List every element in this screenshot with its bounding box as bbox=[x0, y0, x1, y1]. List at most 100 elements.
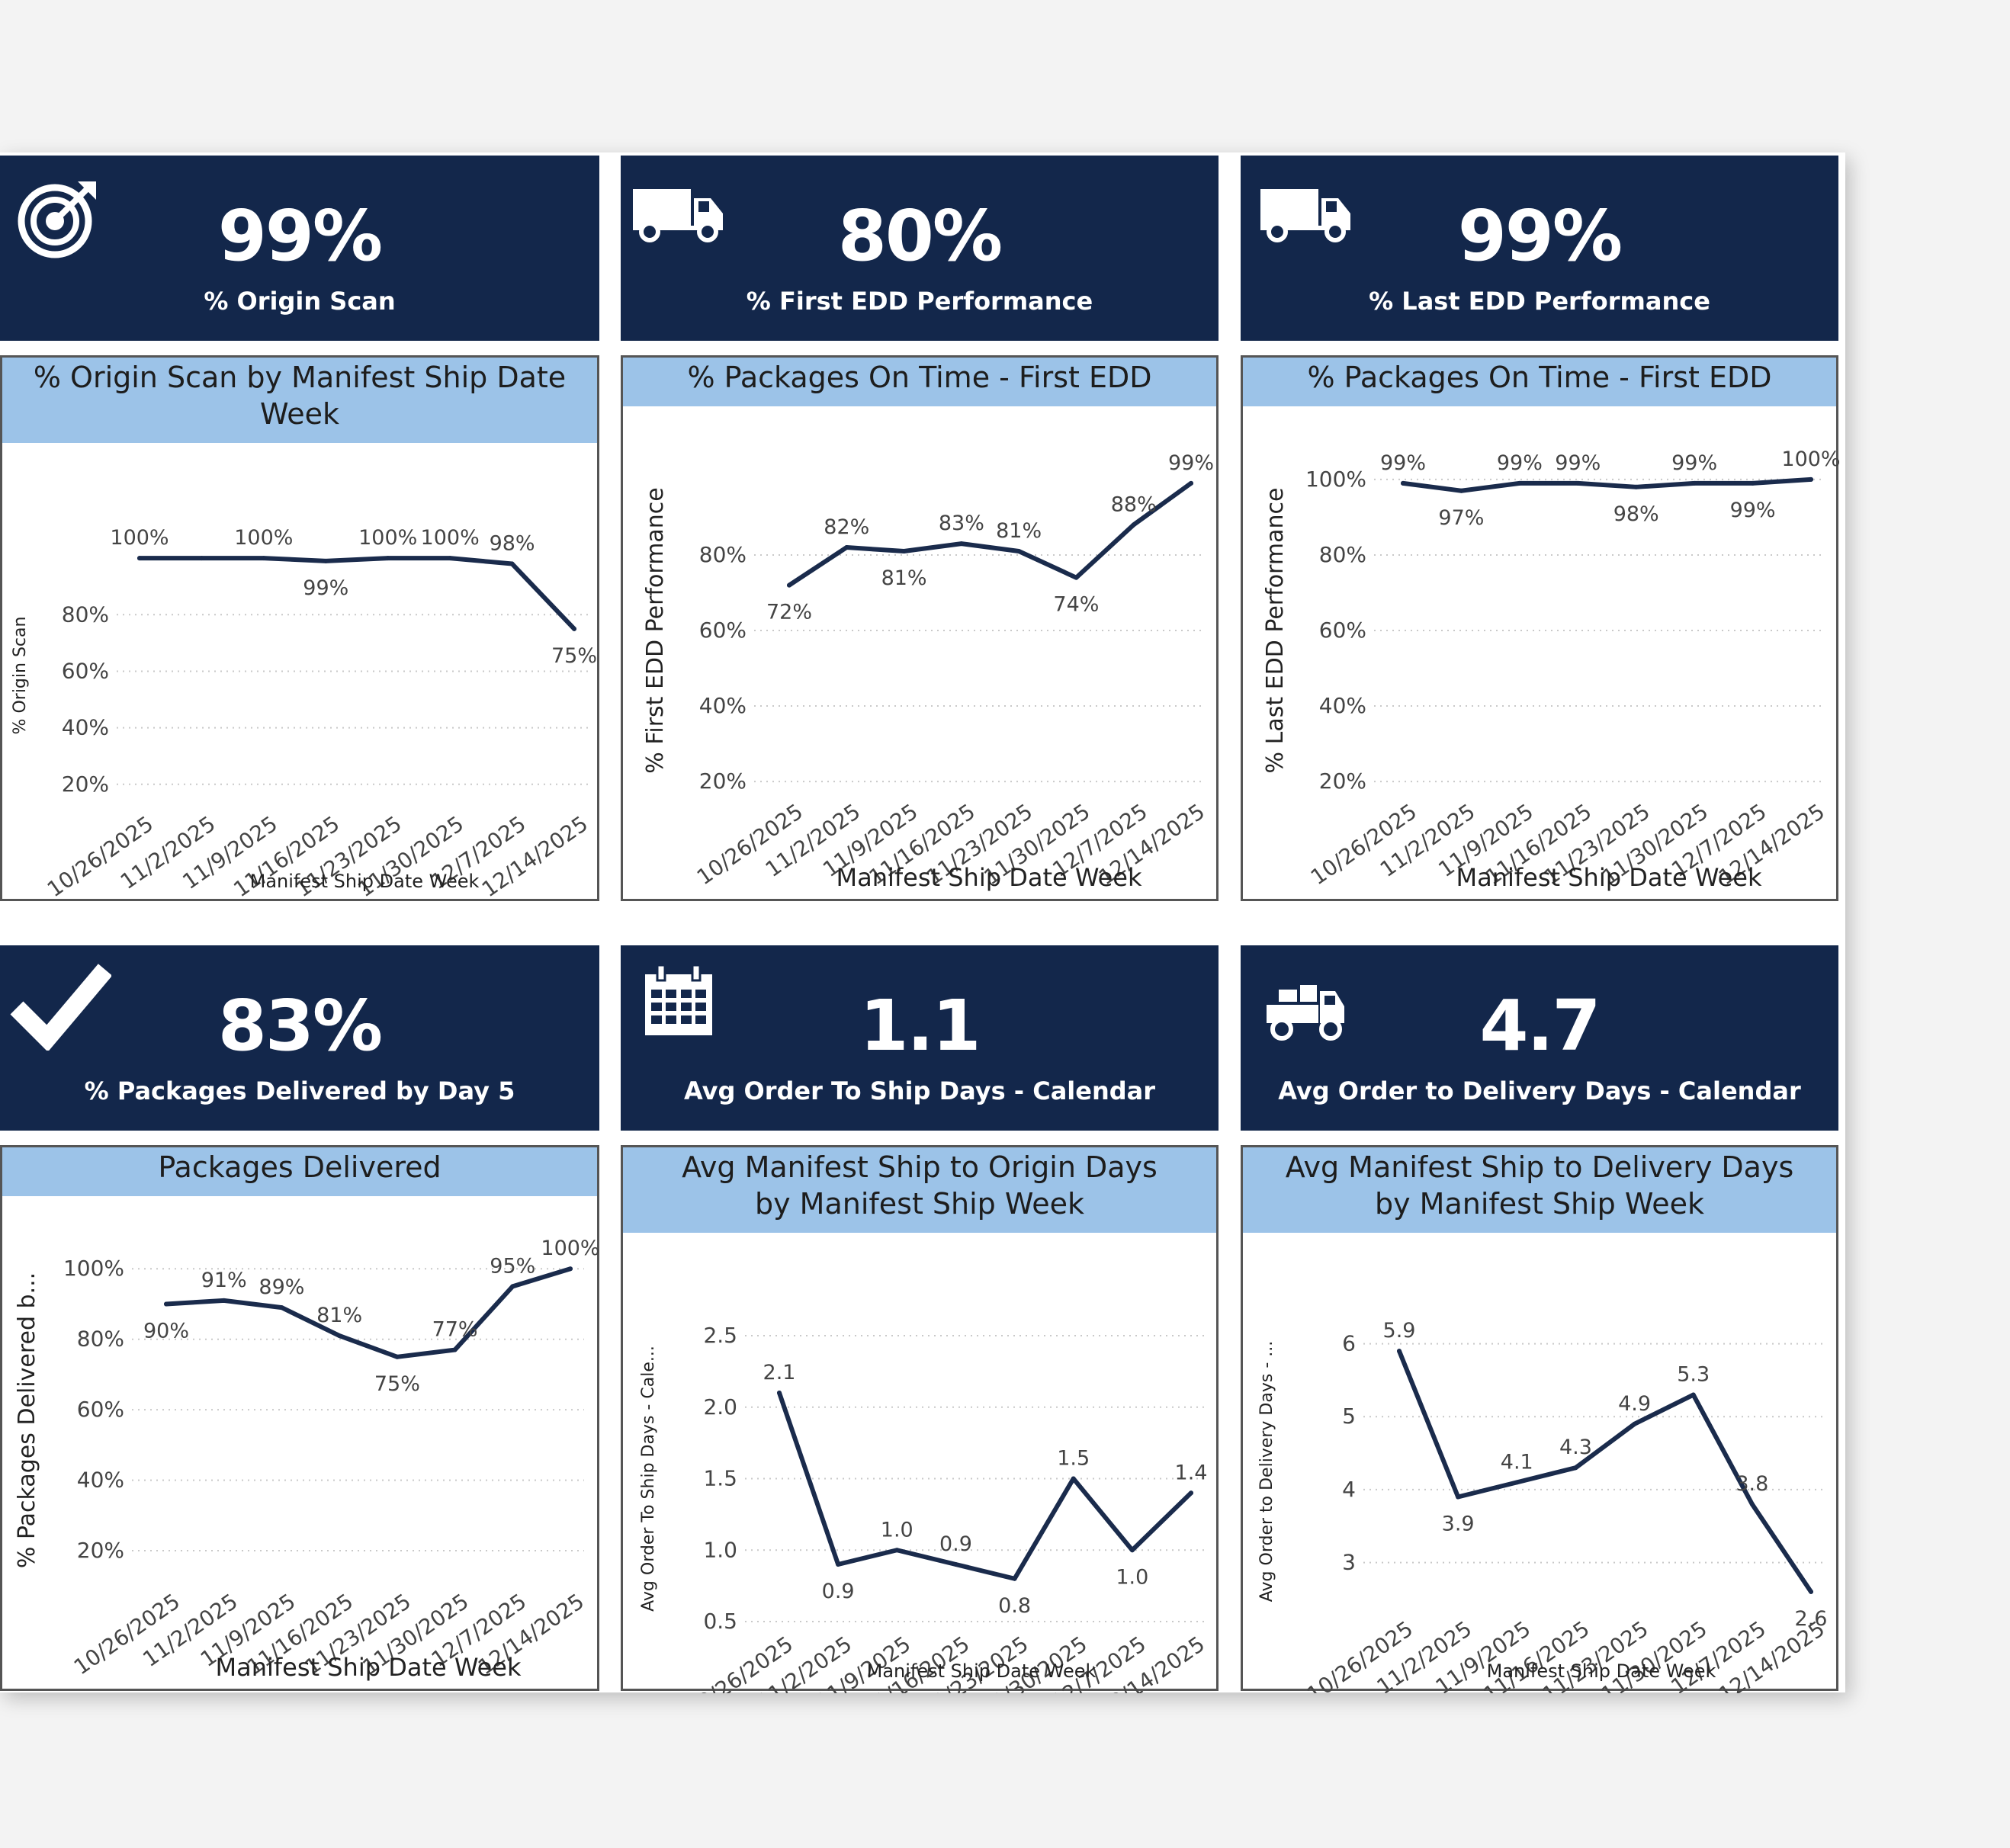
data-point bbox=[1129, 1548, 1135, 1553]
x-axis-title: Manifest Ship Date Week bbox=[215, 1653, 522, 1682]
data-label: 91% bbox=[201, 1269, 247, 1292]
y-tick-label: 40% bbox=[1319, 693, 1366, 718]
x-axis-title: Manifest Ship Date Week bbox=[836, 863, 1142, 892]
chart-card-origin-days[interactable]: Avg Manifest Ship to Origin Days by Mani… bbox=[621, 1145, 1219, 1693]
data-point bbox=[199, 556, 204, 561]
series-line bbox=[787, 480, 1193, 588]
y-tick-label: 3 bbox=[1342, 1550, 1356, 1575]
data-point bbox=[1071, 1476, 1076, 1481]
kpi-tile-origin-scan[interactable]: 99% % Origin Scan bbox=[0, 156, 599, 341]
y-axis-title: Avg Order to Delivery Days - ... bbox=[1257, 1341, 1276, 1602]
chart-card-packages-delivered[interactable]: Packages Delivered 20% 40% 60% 80% 100% 10/26… bbox=[0, 1145, 600, 1691]
kpi-value: 83% bbox=[217, 985, 383, 1067]
data-label: 81% bbox=[881, 566, 927, 590]
data-label: 95% bbox=[490, 1254, 535, 1278]
y-axis-title: % Last EDD Performance bbox=[1262, 488, 1289, 774]
y-tick-label: 60% bbox=[77, 1397, 124, 1422]
chart-card-origin-scan[interactable]: % Origin Scan by Manifest Ship Date Week… bbox=[0, 355, 599, 902]
series-line bbox=[164, 1266, 573, 1359]
data-point bbox=[1131, 522, 1136, 528]
data-point bbox=[452, 1347, 458, 1352]
data-point bbox=[337, 1333, 342, 1339]
data-point bbox=[1514, 1480, 1520, 1485]
data-point bbox=[137, 556, 142, 561]
data-point bbox=[1189, 480, 1193, 486]
kpi-value: 99% bbox=[1457, 195, 1623, 277]
y-tick-label: 40% bbox=[77, 1468, 124, 1493]
data-point bbox=[953, 1562, 958, 1567]
line-chart-origin-scan: 20%40%60%80%10/26/202511/2/202511/9/2025… bbox=[11, 526, 597, 902]
line-chart-origin-days: 0.51.01.52.02.510/26/202511/2/202511/9/2… bbox=[639, 1323, 1209, 1693]
data-label: 0.8 bbox=[998, 1594, 1031, 1618]
line-chart-packages-delivered: 20%40%60%80%100%10/26/202511/2/202511/9/… bbox=[14, 1237, 600, 1682]
kpi-label: Avg Order To Ship Days - Calendar bbox=[683, 1076, 1156, 1105]
data-label: 81% bbox=[996, 519, 1042, 543]
y-axis-title: % First EDD Performance bbox=[642, 487, 669, 774]
data-label: 0.9 bbox=[939, 1532, 972, 1556]
kpi-tile-order-to-delivery[interactable]: 4.7 Avg Order to Delivery Days - Calenda… bbox=[1241, 945, 1838, 1131]
data-point bbox=[1397, 1349, 1402, 1354]
data-label: 1.5 bbox=[1057, 1447, 1090, 1471]
data-point bbox=[1575, 480, 1581, 486]
kpi-tile-order-to-ship[interactable]: 1.1 Avg Order To Ship Days - Calendar bbox=[621, 945, 1219, 1131]
y-tick-label: 80% bbox=[1319, 542, 1366, 567]
data-label: 1.0 bbox=[1116, 1565, 1148, 1589]
data-point bbox=[568, 1266, 573, 1272]
data-label: 4.3 bbox=[1559, 1436, 1592, 1459]
data-point bbox=[901, 549, 907, 553]
data-point bbox=[510, 1284, 515, 1289]
data-label: 89% bbox=[258, 1275, 304, 1299]
chart-title: % Packages On Time - First EDD bbox=[1243, 358, 1836, 406]
data-point bbox=[1573, 1465, 1578, 1471]
x-axis-title: Manifest Ship Date Week bbox=[1456, 863, 1762, 892]
data-label: 1.0 bbox=[881, 1518, 913, 1542]
data-label: 3.9 bbox=[1442, 1512, 1475, 1535]
data-point bbox=[1750, 480, 1755, 486]
data-label: 72% bbox=[766, 601, 812, 624]
data-label: 100% bbox=[541, 1237, 599, 1260]
kpi-tile-delivered-day5[interactable]: 83% % Packages Delivered by Day 5 bbox=[0, 945, 599, 1131]
calendar-icon bbox=[642, 964, 715, 1040]
chart-title: % Packages On Time - First EDD bbox=[623, 358, 1216, 406]
kpi-tile-last-edd[interactable]: 99% % Last EDD Performance bbox=[1241, 156, 1838, 341]
y-tick-label: 5 bbox=[1342, 1404, 1356, 1429]
data-point bbox=[1074, 575, 1079, 580]
data-label: 75% bbox=[551, 644, 597, 668]
y-tick-label: 40% bbox=[699, 693, 747, 718]
data-point bbox=[1809, 1589, 1813, 1594]
x-axis-title: Manifest Ship Date Week bbox=[250, 871, 480, 892]
y-tick-label: 60% bbox=[62, 658, 109, 683]
kpi-tile-first-edd[interactable]: 80% % First EDD Performance bbox=[621, 156, 1219, 341]
kpi-label: Avg Order to Delivery Days - Calendar bbox=[1278, 1076, 1801, 1105]
y-tick-label: 40% bbox=[62, 715, 109, 740]
chart-card-delivery-days[interactable]: Avg Manifest Ship to Delivery Days by Ma… bbox=[1241, 1145, 1838, 1693]
kpi-value: 4.7 bbox=[1479, 985, 1601, 1067]
data-point bbox=[958, 541, 964, 547]
data-point bbox=[1749, 1502, 1755, 1507]
series-line bbox=[777, 1391, 1193, 1581]
x-axis-title: Manifest Ship Date Week bbox=[867, 1660, 1097, 1682]
data-point bbox=[1459, 488, 1464, 493]
data-point bbox=[261, 556, 266, 561]
chart-card-first-edd[interactable]: % Packages On Time - First EDD 20% 40% 60%… bbox=[621, 355, 1219, 901]
cargo-truck-icon bbox=[1262, 983, 1347, 1044]
data-label: 100% bbox=[421, 526, 480, 550]
kpi-label: % Origin Scan bbox=[204, 287, 396, 316]
chart-card-last-edd[interactable]: % Packages On Time - First EDD 20% 40% 60%… bbox=[1241, 355, 1841, 901]
data-label: 5.3 bbox=[1677, 1363, 1710, 1387]
kpi-label: % Last EDD Performance bbox=[1369, 287, 1710, 316]
y-tick-label: 1.5 bbox=[703, 1466, 737, 1491]
data-label: 81% bbox=[316, 1304, 362, 1327]
data-point bbox=[164, 1301, 169, 1307]
data-point bbox=[448, 556, 453, 561]
data-point bbox=[836, 1562, 841, 1567]
checkmark-icon bbox=[9, 961, 113, 1054]
y-tick-label: 2.5 bbox=[703, 1323, 737, 1348]
y-axis-title: % Packages Delivered b... bbox=[14, 1272, 40, 1568]
data-point bbox=[894, 1548, 900, 1553]
data-label: 99% bbox=[1168, 451, 1214, 475]
data-label: 0.9 bbox=[822, 1580, 855, 1603]
data-label: 100% bbox=[234, 526, 293, 550]
data-point bbox=[1517, 480, 1522, 486]
data-point bbox=[572, 626, 576, 631]
